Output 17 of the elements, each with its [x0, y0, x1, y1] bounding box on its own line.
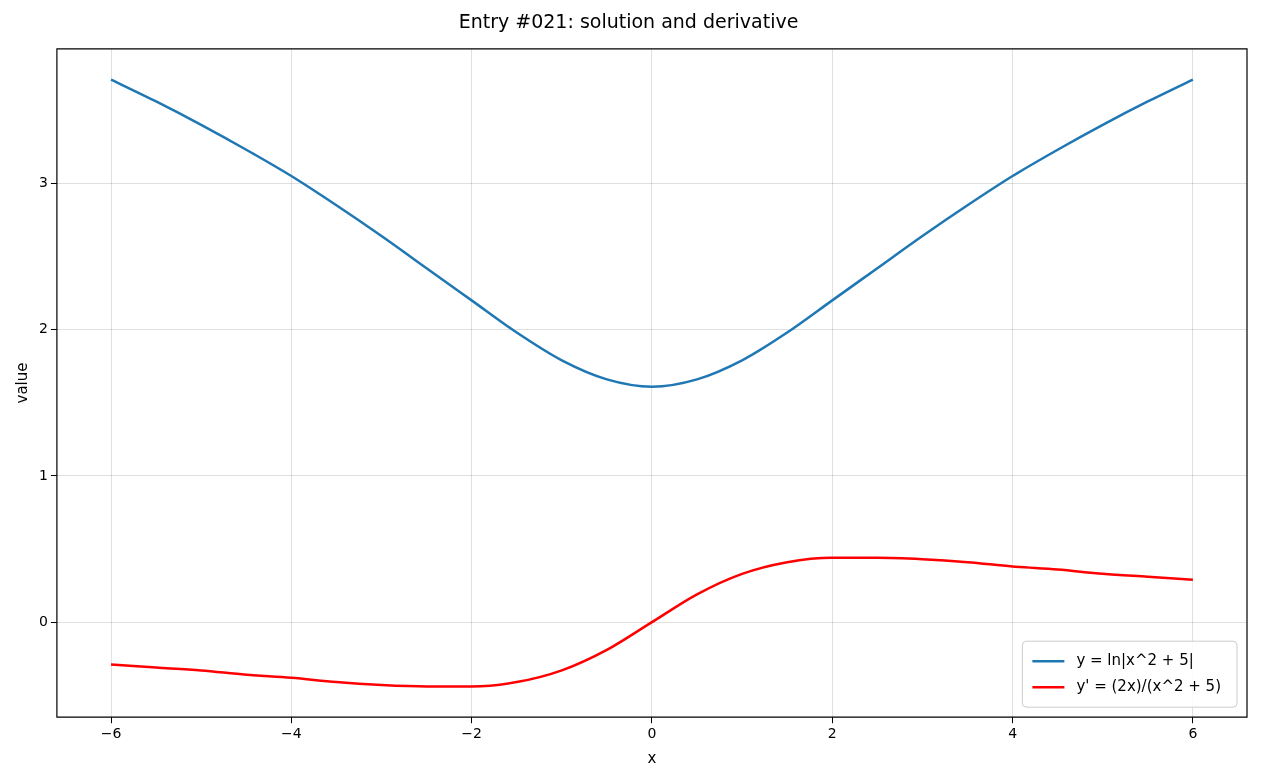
x-tick-label: −2 [461, 725, 482, 742]
legend-label: y' = (2x)/(x^2 + 5) [1076, 677, 1221, 696]
legend-label: y = ln|x^2 + 5| [1076, 651, 1194, 670]
x-tick-label: 4 [1008, 725, 1018, 742]
line-series [109, 78, 1195, 388]
x-axis-title: x [647, 748, 657, 767]
y-tick-label: 3 [38, 174, 48, 190]
y-tick-label: 2 [38, 320, 48, 337]
y-tick-label: 0 [38, 612, 48, 629]
x-tick-label: −4 [281, 725, 302, 742]
chart-title: Entry #021: solution and derivative [458, 10, 799, 33]
y-axis-title: value [12, 362, 31, 404]
x-tick-label: 2 [827, 725, 837, 742]
x-tick-label: 0 [647, 725, 657, 742]
x-tick-label: −6 [100, 725, 122, 742]
y-tick-label: 1 [38, 466, 48, 483]
x-tick-label: 6 [1188, 725, 1198, 742]
